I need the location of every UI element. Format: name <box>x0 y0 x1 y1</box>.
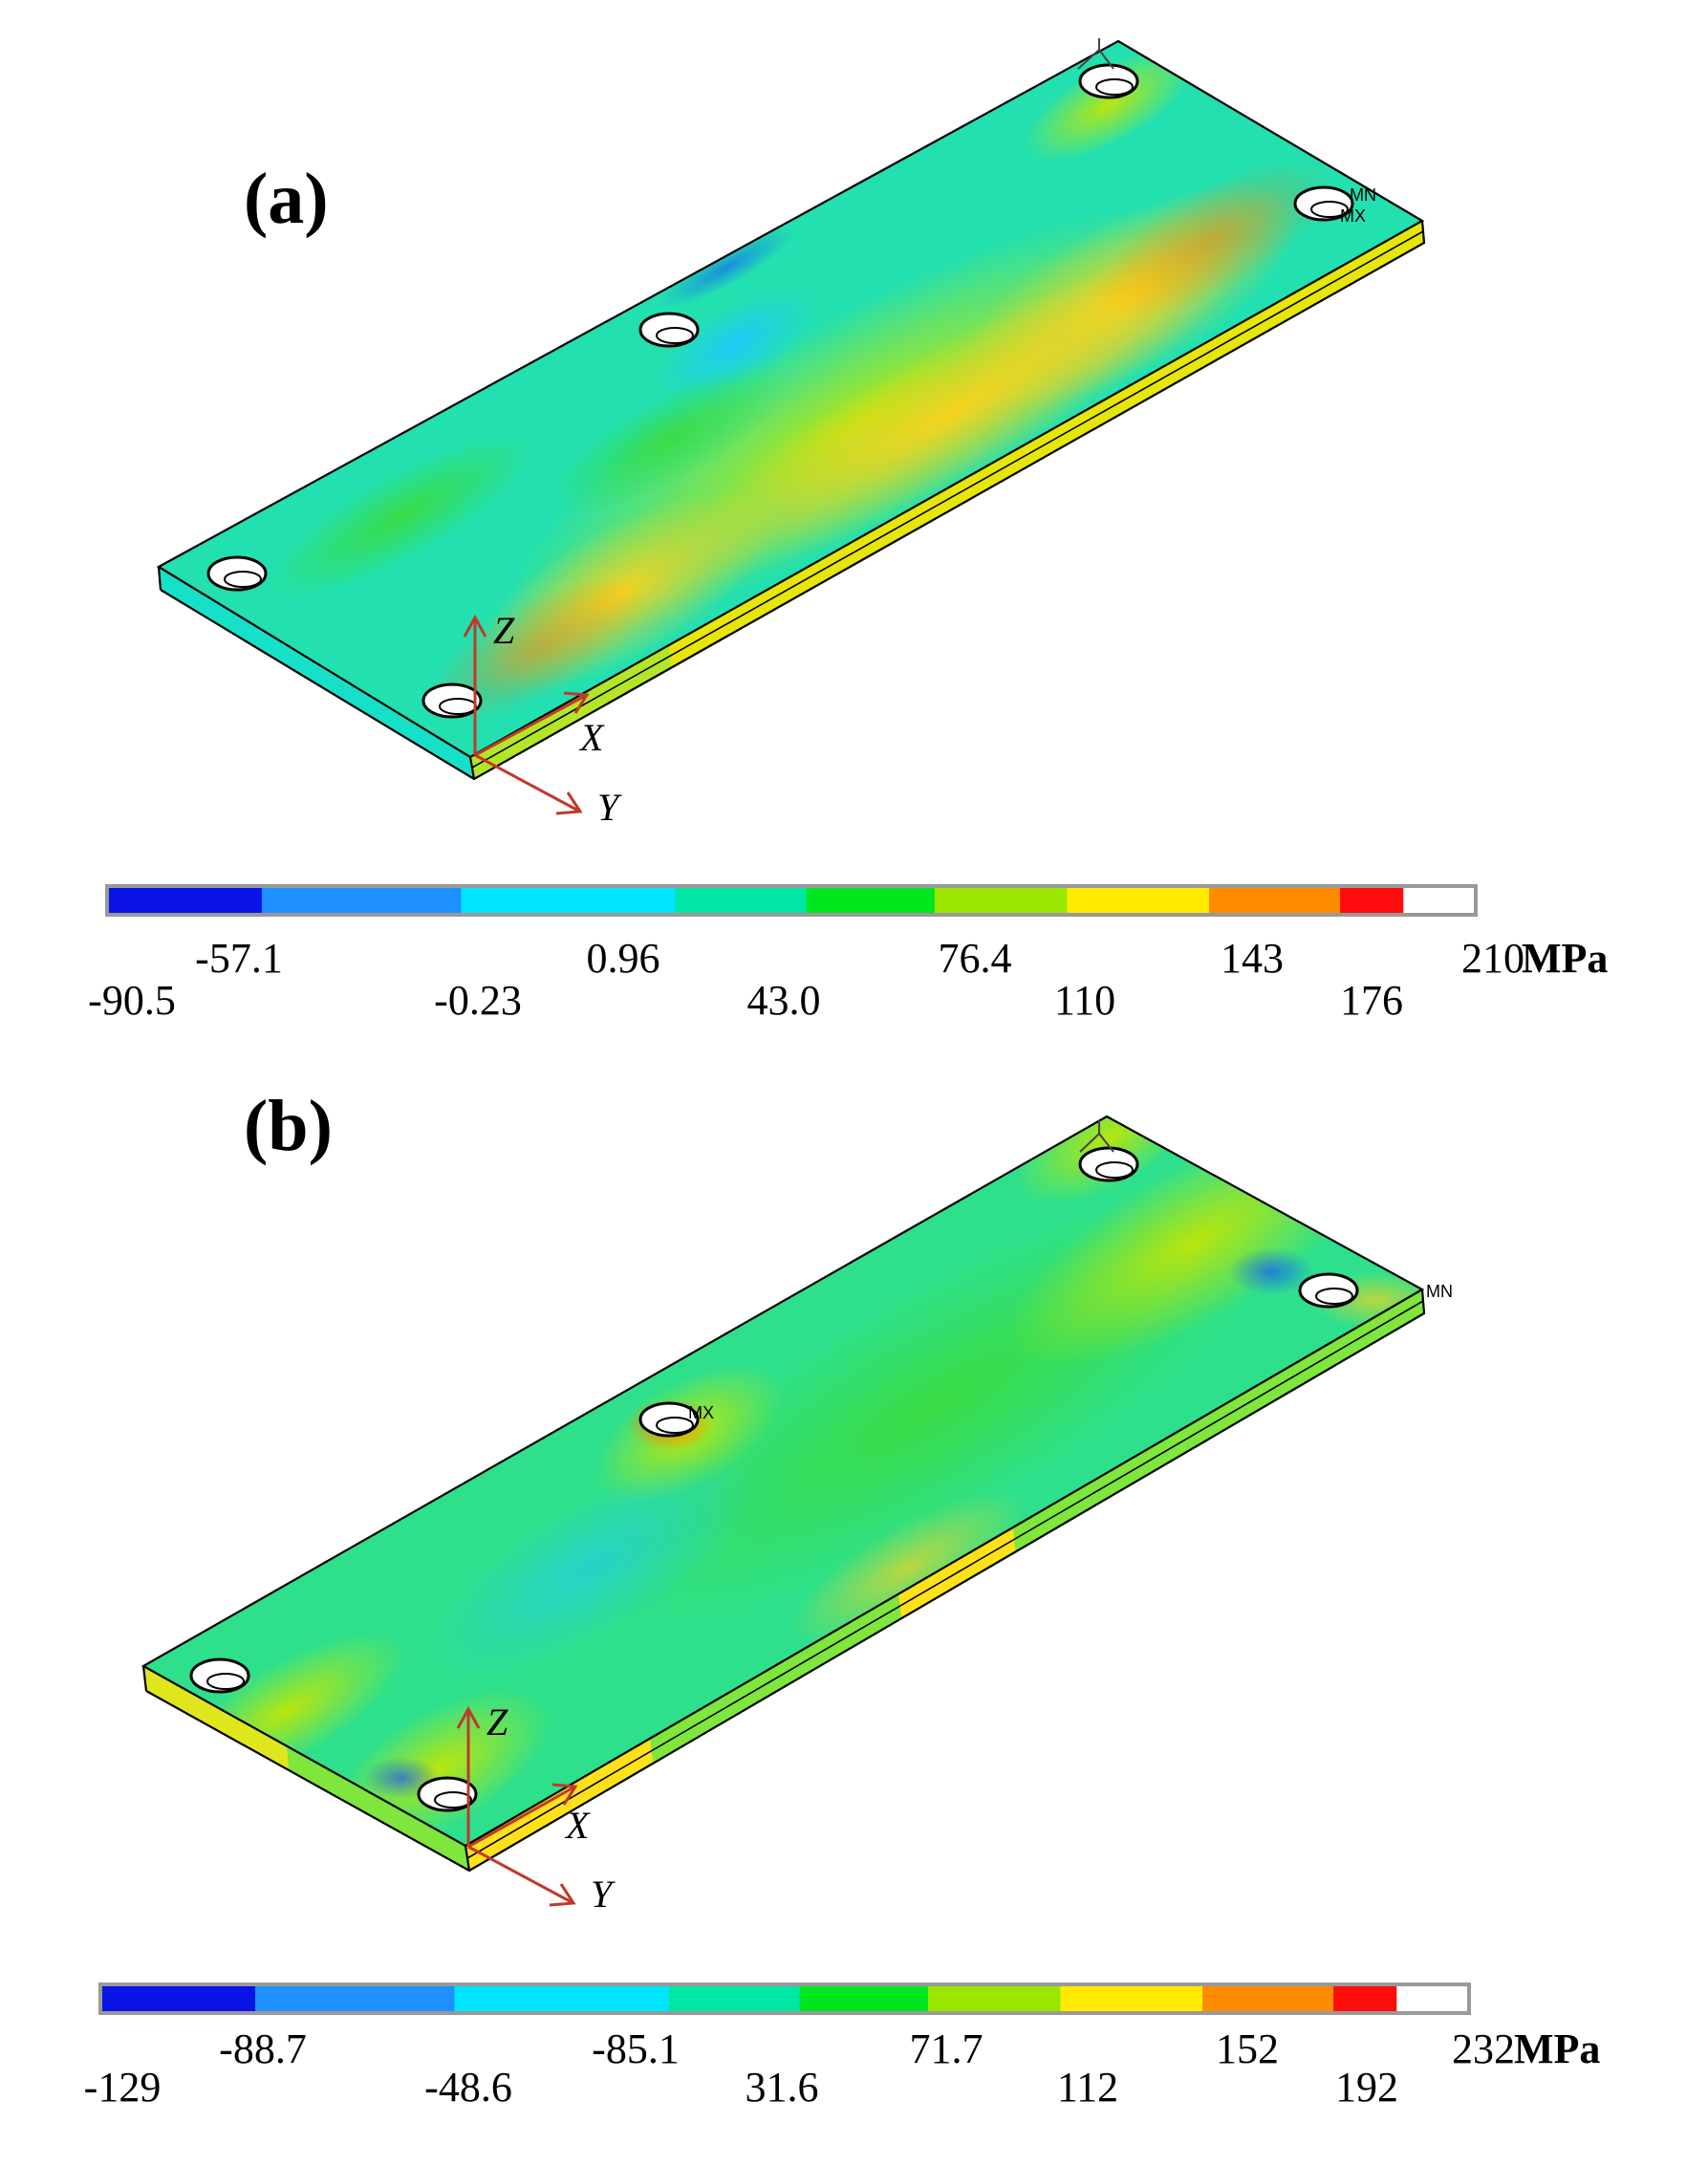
coordinate-axes: Z X Y <box>456 1700 616 1916</box>
colorbar: -88.7 -85.1 71.7 152 232 -129 -48.6 31.6… <box>84 1982 1600 2111</box>
colorbar-swatch <box>1340 888 1404 913</box>
colorbar-swatch <box>934 888 1068 913</box>
panel-label: (b) <box>244 1086 333 1166</box>
tick-label: -57.1 <box>195 935 283 982</box>
max-node-label: MX <box>1340 206 1366 226</box>
triad-icon <box>1077 38 1114 70</box>
tick-label: -88.7 <box>219 2025 307 2072</box>
triad-icon <box>1079 1120 1114 1153</box>
panel-b: (b) <box>84 1086 1601 2111</box>
tick-label: 112 <box>1057 2064 1118 2111</box>
min-node-label: MN <box>1426 1282 1453 1301</box>
coordinate-axes: Z X Y <box>463 609 622 829</box>
bolt-hole <box>417 1776 478 1812</box>
colorbar-swatches <box>109 888 1404 913</box>
bolt-hole <box>638 1401 700 1438</box>
colorbar: -57.1 0.96 76.4 143 210 -90.5 -0.23 43.0… <box>88 884 1608 1024</box>
colorbar-swatch <box>1208 888 1341 913</box>
bolt-hole <box>638 312 700 348</box>
tick-label: 152 <box>1216 2025 1279 2072</box>
colorbar-swatch <box>806 888 936 913</box>
tick-label: 31.6 <box>746 2064 819 2111</box>
panel-label: (a) <box>244 159 329 239</box>
tick-label: 143 <box>1221 935 1284 982</box>
colorbar-swatch <box>1201 1986 1334 2011</box>
colorbar-swatch <box>254 1986 455 2011</box>
bolt-hole <box>1298 1272 1359 1309</box>
colorbar-swatch <box>668 1986 801 2011</box>
colorbar-swatch <box>261 888 462 913</box>
panel-a: (a) <box>88 38 1608 1024</box>
bolt-hole <box>1078 63 1139 99</box>
max-node-label: MX <box>688 1403 714 1422</box>
colorbar-swatch <box>109 888 263 913</box>
bolt-hole <box>206 555 268 592</box>
bolt-hole <box>189 1657 250 1694</box>
colorbar-swatch <box>1333 1986 1397 2011</box>
tick-label: 232 <box>1452 2025 1515 2072</box>
tick-label: 71.7 <box>910 2025 984 2072</box>
colorbar-swatch <box>461 888 677 913</box>
tick-label: 192 <box>1335 2064 1398 2111</box>
tick-label: -90.5 <box>88 977 176 1024</box>
bolt-hole <box>1293 185 1354 222</box>
axis-y-label: Y <box>597 786 622 829</box>
bolt-hole <box>1078 1146 1139 1182</box>
colorbar-swatch <box>1060 1986 1203 2011</box>
unit-label: MPa <box>1514 2025 1600 2072</box>
colorbar-swatch <box>102 1986 256 2011</box>
axis-z-label: Z <box>486 1700 508 1744</box>
tick-label: 210 <box>1461 935 1524 982</box>
tick-label: 176 <box>1340 977 1403 1024</box>
colorbar-swatch <box>1067 888 1210 913</box>
stress-contour-plate <box>141 1115 1426 1873</box>
min-node-label: MN <box>1350 185 1376 205</box>
tick-label: 76.4 <box>939 935 1012 982</box>
tick-label: 0.96 <box>587 935 660 982</box>
colorbar-swatches <box>102 1986 1397 2011</box>
tick-label: -48.6 <box>424 2064 512 2111</box>
tick-label: -0.23 <box>434 977 522 1024</box>
tick-label: -129 <box>84 2064 162 2111</box>
axis-x-label: X <box>578 716 605 759</box>
colorbar-swatch <box>454 1986 670 2011</box>
unit-label: MPa <box>1522 935 1608 982</box>
stress-contour-plate <box>156 39 1426 781</box>
axis-x-label: X <box>564 1804 591 1847</box>
tick-label: 43.0 <box>747 977 821 1024</box>
tick-label: -85.1 <box>592 2025 680 2072</box>
plate-front-face <box>159 567 474 779</box>
colorbar-swatch <box>927 1986 1061 2011</box>
axis-z-label: Z <box>493 609 515 652</box>
axis-y-label: Y <box>591 1873 616 1916</box>
tick-label: 110 <box>1054 977 1115 1024</box>
bolt-hole <box>422 682 483 719</box>
colorbar-swatch <box>799 1986 929 2011</box>
colorbar-swatch <box>675 888 808 913</box>
